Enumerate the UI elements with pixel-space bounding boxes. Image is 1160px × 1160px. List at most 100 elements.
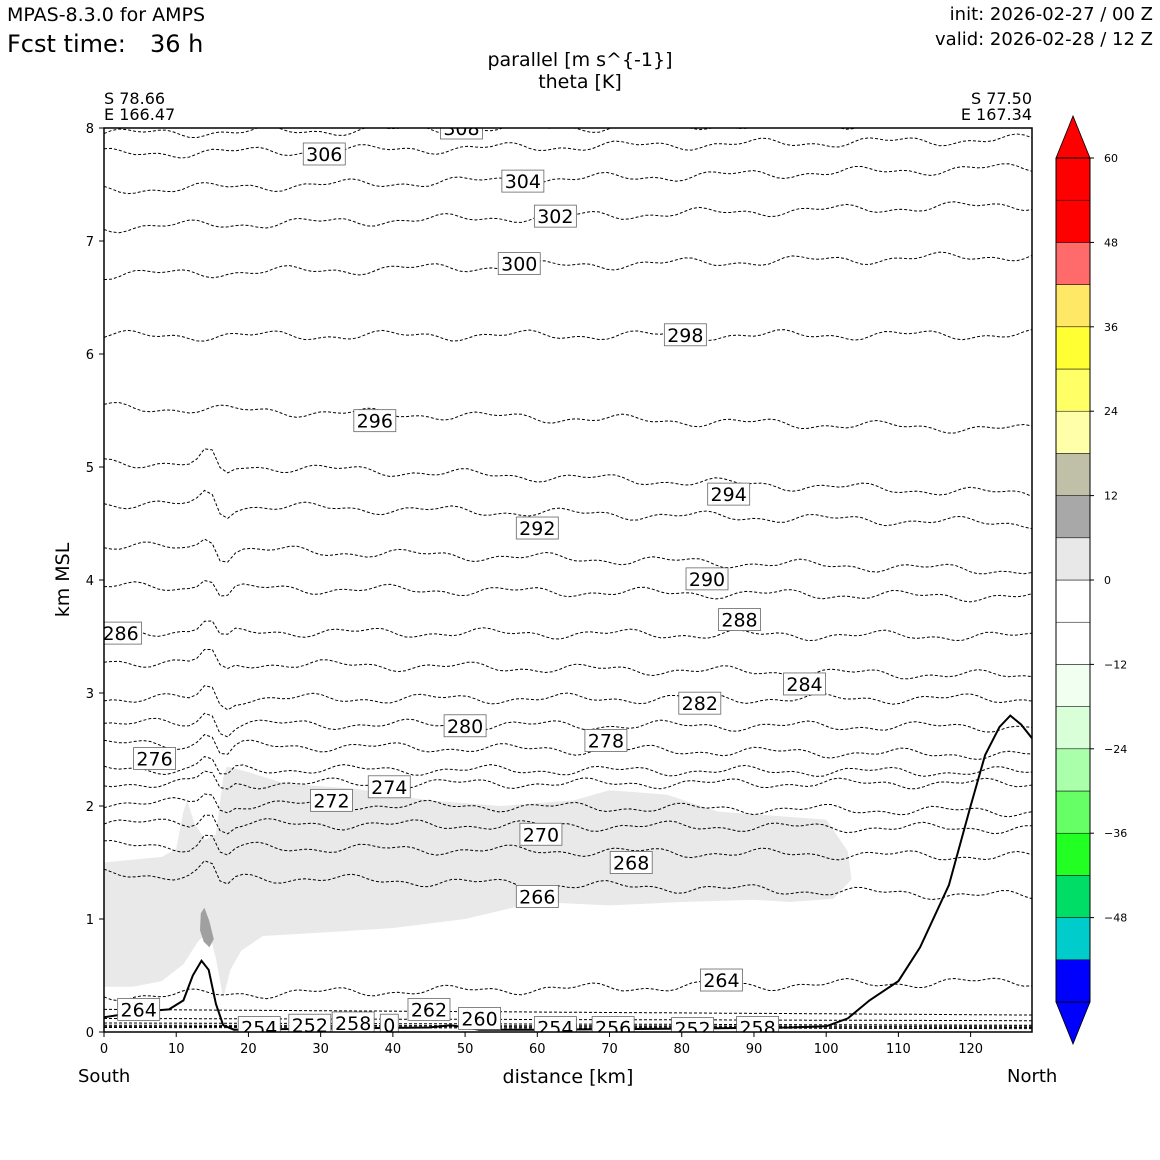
contour-label-box	[591, 1016, 635, 1032]
contour-label-text: 292	[519, 518, 555, 540]
colorbar-segment	[1055, 664, 1091, 707]
contour-label-box	[707, 482, 751, 506]
contour-label-text: 272	[313, 790, 349, 812]
contour-label-258: 258	[331, 1011, 375, 1032]
contour-label-box	[379, 1013, 399, 1032]
contour-label-text: 276	[136, 749, 172, 771]
x-tick-label: 40	[385, 1042, 402, 1057]
theta-contour-264	[104, 977, 1032, 1002]
plot-area: 308 306 304 302 300 298 296 294 292 290 288 286 284 2…	[104, 118, 1032, 1039]
contour-label-300: 300	[497, 252, 541, 276]
valid-time: valid: 2026-02-28 / 12 Z	[935, 29, 1153, 50]
contour-label-box	[443, 714, 487, 738]
contour-label-box	[584, 729, 628, 752]
colorbar-segment	[1055, 410, 1091, 454]
contour-label-284: 284	[783, 672, 826, 696]
x-tick-label: 30	[312, 1042, 329, 1057]
y-tick-label: 1	[86, 913, 94, 928]
contour-label-264: 264	[117, 998, 161, 1021]
y-tick-label: 0	[86, 1026, 94, 1041]
contour-label-box	[736, 1016, 779, 1032]
contour-label-box	[700, 968, 743, 992]
x-tick-label: 110	[886, 1042, 911, 1057]
colorbar-segment	[1055, 959, 1091, 1003]
colorbar-segment	[1055, 748, 1091, 792]
contour-label-text: 256	[595, 1017, 631, 1039]
contour-label-text: 270	[523, 824, 559, 846]
contour-label-text: 294	[711, 484, 747, 506]
theta-contour-288	[104, 579, 1032, 603]
theta-contour-286	[104, 620, 1032, 642]
left-endpoint-lon: E 166.47	[104, 105, 176, 124]
contour-label-text: 284	[786, 674, 822, 696]
x-tick-label: 100	[814, 1042, 839, 1057]
contour-label-box	[440, 128, 483, 140]
contour-label-box	[237, 1016, 281, 1032]
theta-contour-278	[104, 734, 1032, 761]
theta-contour-290	[104, 538, 1032, 575]
chart-title: parallel [m s^{-1}]	[487, 49, 673, 71]
colorbar-tick-label: −12	[1104, 658, 1127, 671]
contour-label-252: 252	[671, 1017, 714, 1032]
theta-contour-282	[104, 685, 1032, 711]
contour-label-286: 286	[104, 621, 143, 645]
contour-label-302: 302	[533, 204, 577, 228]
contour-label-292: 292	[515, 516, 559, 540]
y-tick-label: 8	[86, 122, 94, 137]
contour-label-308: 308	[440, 118, 483, 140]
contour-label-text: 252	[292, 1015, 328, 1037]
wind-shading-dark	[200, 907, 214, 948]
colorbar-max-extend	[1055, 114, 1091, 159]
contour-label-276: 276	[133, 747, 176, 771]
contour-label-box	[685, 567, 729, 591]
forecast-time-label: Fcst time:	[7, 30, 126, 58]
contour-label-306: 306	[302, 142, 346, 166]
contour-label-box	[515, 516, 559, 540]
contour-label-text: 254	[241, 1017, 277, 1039]
contour-label-262: 262	[407, 998, 451, 1021]
colorbar-segment	[1055, 157, 1091, 201]
contour-label-278: 278	[584, 729, 628, 752]
theta-contour-268	[104, 834, 1032, 861]
contour-label-text: 288	[721, 610, 757, 632]
theta-contour-304	[104, 163, 1032, 195]
colorbar-tick-label: 48	[1104, 236, 1118, 249]
colorbar-segment	[1055, 537, 1091, 581]
theta-contour-296	[104, 402, 1032, 434]
south-label: South	[78, 1066, 131, 1087]
x-tick-label: 90	[746, 1042, 763, 1057]
colorbar-min-extend	[1055, 1001, 1091, 1046]
contour-label-text: 302	[537, 206, 573, 228]
contour-label-text: 304	[505, 171, 541, 193]
contour-label-0: 0	[379, 1013, 399, 1032]
contour-label-box	[783, 672, 826, 696]
north-label: North	[1007, 1066, 1058, 1087]
contour-label-text: 258	[739, 1017, 775, 1039]
y-tick-label: 4	[86, 574, 94, 589]
contour-label-280: 280	[443, 714, 487, 738]
contour-label-box	[609, 851, 653, 874]
colorbar-segment	[1055, 579, 1091, 623]
contour-label-text: 268	[613, 853, 649, 875]
contour-label-text: 308	[443, 118, 479, 140]
contour-label-box	[533, 204, 577, 228]
colorbar-segment	[1055, 790, 1091, 834]
x-tick-label: 120	[958, 1042, 983, 1057]
contour-label-box	[367, 775, 411, 799]
right-endpoint-lat: S 77.50	[970, 89, 1032, 108]
contour-label-text: 300	[501, 254, 537, 276]
colorbar-segment	[1055, 453, 1091, 496]
colorbar-segment	[1055, 917, 1091, 961]
wind-shading-light	[104, 766, 852, 999]
x-tick-label: 10	[168, 1042, 185, 1057]
contour-label-text: 290	[689, 569, 725, 591]
contour-label-252: 252	[288, 1013, 332, 1037]
x-tick-label: 20	[240, 1042, 257, 1057]
colorbar-tick-label: 24	[1104, 405, 1118, 418]
theta-contour-300	[104, 251, 1032, 281]
x-tick-label: 50	[457, 1042, 474, 1057]
contour-label-box	[718, 608, 761, 631]
theta-contour-276	[104, 756, 1032, 777]
